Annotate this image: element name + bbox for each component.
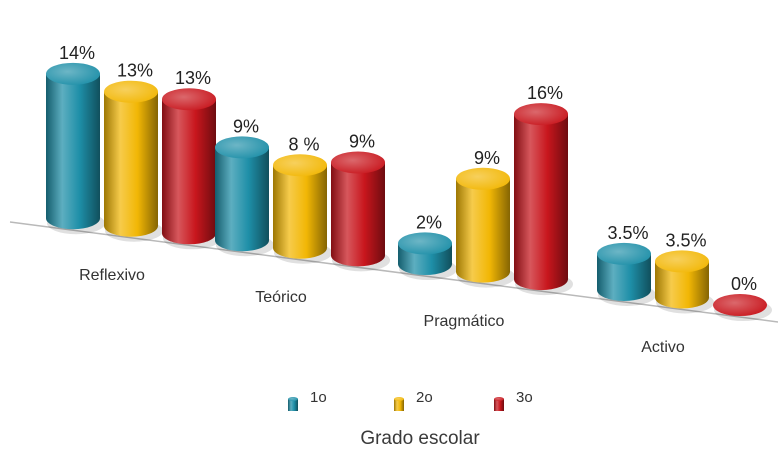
legend: 1o 2o 3o [288, 389, 533, 411]
legend-swatch-1o [288, 399, 298, 411]
bar-teórico-2o [273, 154, 332, 264]
bar-activo-2o [655, 250, 714, 314]
data-label-pragmático-3o: 16% [527, 83, 563, 103]
category-label-activo: Activo [641, 339, 685, 356]
data-label-teórico-3o: 9% [349, 132, 375, 152]
bar-pragmático-1o [398, 232, 457, 281]
legend-swatch-2o [394, 399, 404, 411]
category-label-teórico: Teórico [255, 289, 307, 306]
data-label-reflexivo-3o: 13% [175, 68, 211, 88]
bar-activo-3o [713, 294, 772, 322]
data-label-pragmático-1o: 2% [416, 212, 442, 232]
legend-swatch-3o [494, 399, 504, 411]
legend-label-2o: 2o [416, 389, 433, 406]
bar-activo-1o [597, 242, 656, 306]
category-label-pragmático: Pragmático [424, 313, 505, 330]
bar-reflexivo-2o [104, 80, 163, 242]
bar-reflexivo-1o [46, 62, 105, 235]
data-labels-layer: 14% 13% 13% 9% 8 % 9% 2% 9% 16% 3.5% 3.5% 0% [59, 43, 757, 294]
bar-teórico-1o [215, 136, 274, 257]
data-label-pragmático-2o: 9% [474, 148, 500, 168]
data-label-teórico-1o: 9% [233, 116, 259, 136]
legend-label-1o: 1o [310, 389, 327, 406]
legend-item-2o: 2o [394, 389, 433, 411]
bar-pragmático-2o [456, 167, 515, 288]
data-label-reflexivo-1o: 14% [59, 43, 95, 63]
data-label-activo-2o: 3.5% [665, 230, 706, 250]
data-label-teórico-2o: 8 % [288, 134, 319, 154]
bars-layer [46, 62, 772, 322]
legend-title: Grado escolar [360, 428, 480, 449]
bar-teórico-3o [331, 151, 390, 272]
data-label-reflexivo-2o: 13% [117, 61, 153, 81]
category-label-reflexivo: Reflexivo [79, 267, 145, 284]
category-labels-layer: Reflexivo Teórico Pragmático Activo [79, 267, 685, 356]
bar-pragmático-3o [514, 103, 573, 296]
data-label-activo-3o: 0% [731, 274, 757, 294]
data-label-activo-1o: 3.5% [607, 223, 648, 243]
chart-floor-line [9, 221, 778, 323]
legend-item-1o: 1o [288, 389, 327, 411]
legend-label-3o: 3o [516, 389, 533, 406]
legend-item-3o: 3o [494, 389, 533, 411]
bar-reflexivo-3o [162, 88, 221, 250]
